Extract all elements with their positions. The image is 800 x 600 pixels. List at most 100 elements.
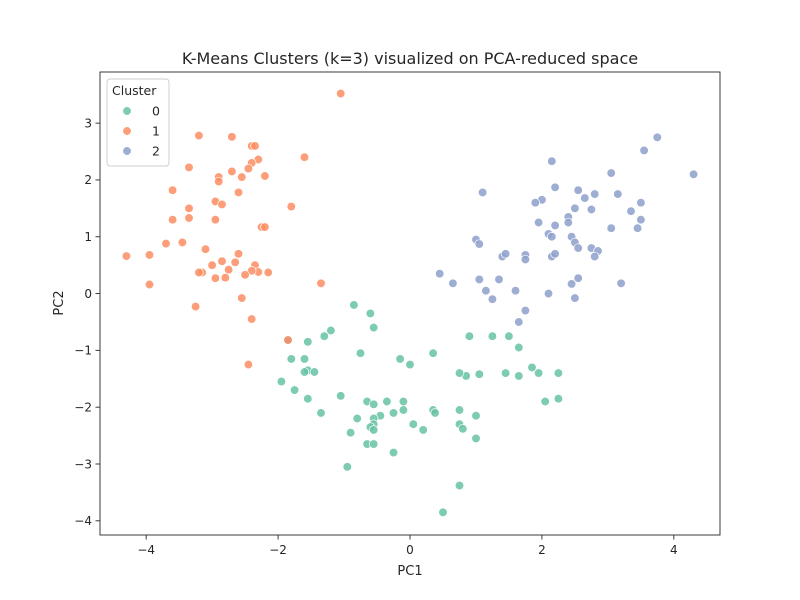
data-point-cluster-0: [471, 411, 481, 421]
data-point-cluster-1: [237, 172, 247, 182]
data-point-cluster-0: [504, 331, 514, 341]
data-point-cluster-0: [388, 408, 399, 418]
data-point-cluster-0: [405, 359, 415, 370]
data-point-cluster-2: [606, 223, 616, 233]
data-point-cluster-2: [613, 189, 623, 199]
data-point-cluster-2: [636, 215, 646, 225]
data-point-cluster-2: [494, 274, 504, 285]
data-point-cluster-1: [283, 335, 293, 345]
y-tick-label: 0: [84, 287, 92, 301]
data-point-cluster-2: [547, 232, 557, 242]
data-point-cluster-1: [121, 251, 132, 261]
data-point-cluster-0: [365, 308, 376, 319]
data-point-cluster-0: [533, 368, 544, 378]
data-point-cluster-0: [458, 424, 468, 434]
chart-title: K-Means Clusters (k=3) visualized on PCA…: [182, 49, 638, 68]
data-point-cluster-0: [514, 342, 524, 353]
data-point-cluster-0: [471, 433, 481, 444]
data-point-cluster-2: [586, 204, 597, 215]
y-tick-label: −4: [74, 514, 92, 528]
data-point-cluster-2: [435, 269, 445, 279]
data-point-cluster-2: [626, 206, 636, 216]
data-point-cluster-1: [286, 201, 296, 212]
data-point-cluster-2: [520, 305, 531, 316]
data-point-cluster-0: [355, 348, 366, 358]
data-point-cluster-0: [382, 396, 392, 407]
data-point-cluster-1: [240, 270, 250, 280]
data-point-cluster-1: [144, 279, 155, 290]
legend-entries: 0 1 2: [122, 104, 160, 159]
y-tick-label: 3: [84, 116, 92, 130]
data-point-cluster-2: [688, 169, 699, 179]
data-point-cluster-1: [237, 293, 247, 303]
data-point-cluster-1: [217, 256, 227, 266]
data-point-cluster-2: [616, 278, 626, 288]
data-point-cluster-0: [319, 331, 329, 341]
data-point-cluster-1: [210, 273, 221, 283]
data-point-cluster-2: [566, 279, 577, 289]
data-point-cluster-0: [464, 331, 475, 341]
legend: Cluster 0 1 2: [106, 78, 170, 167]
data-point-cluster-0: [418, 425, 428, 435]
data-point-cluster-1: [184, 213, 194, 223]
data-point-cluster-0: [553, 368, 564, 378]
data-point-cluster-0: [454, 368, 465, 378]
data-point-cluster-2: [590, 189, 600, 199]
data-point-cluster-0: [398, 396, 409, 407]
data-point-cluster-0: [336, 391, 346, 401]
data-point-cluster-1: [260, 171, 270, 181]
data-point-cluster-1: [243, 359, 254, 370]
data-point-cluster-0: [326, 325, 336, 336]
legend-box: [106, 78, 170, 167]
data-point-cluster-1: [144, 250, 155, 260]
data-point-cluster-2: [632, 223, 643, 233]
data-point-cluster-1: [167, 215, 178, 225]
data-point-cluster-0: [309, 367, 320, 377]
data-point-cluster-2: [530, 198, 540, 208]
y-axis-label: PC2: [52, 290, 67, 315]
data-point-cluster-1: [233, 187, 244, 198]
data-point-cluster-2: [481, 286, 491, 296]
data-point-cluster-0: [454, 480, 465, 491]
data-point-cluster-0: [527, 362, 537, 373]
legend-label-cluster-0: 0: [152, 104, 160, 119]
legend-label-cluster-1: 1: [152, 124, 160, 139]
data-point-cluster-2: [550, 249, 560, 259]
data-point-cluster-2: [543, 288, 554, 299]
y-tick-label: 1: [84, 230, 92, 244]
x-tick-label: 4: [670, 543, 678, 557]
data-point-cluster-0: [408, 419, 418, 429]
data-point-cluster-0: [349, 300, 359, 310]
data-point-cluster-0: [369, 439, 379, 449]
data-point-cluster-1: [227, 132, 237, 142]
y-tick-label: −2: [74, 400, 92, 414]
data-point-cluster-1: [316, 278, 326, 288]
data-point-cluster-0: [388, 447, 399, 458]
legend-label-cluster-2: 2: [152, 144, 160, 159]
data-point-cluster-1: [263, 267, 273, 278]
data-point-cluster-2: [573, 185, 583, 195]
data-point-cluster-2: [606, 168, 616, 178]
data-point-cluster-2: [573, 243, 583, 253]
data-point-cluster-2: [514, 317, 524, 327]
data-point-cluster-2: [570, 203, 580, 213]
data-point-cluster-1: [207, 260, 217, 270]
data-point-cluster-1: [233, 249, 244, 259]
data-point-cluster-0: [369, 425, 379, 435]
data-point-cluster-0: [299, 354, 310, 364]
data-point-cluster-2: [573, 273, 583, 283]
data-point-cluster-2: [550, 220, 560, 231]
data-point-cluster-1: [194, 267, 204, 278]
data-point-cluster-2: [550, 182, 560, 192]
data-point-cluster-2: [533, 217, 544, 228]
data-point-cluster-1: [184, 162, 194, 173]
data-point-cluster-1: [217, 199, 227, 210]
data-point-cluster-0: [303, 337, 313, 347]
data-point-cluster-0: [487, 331, 498, 341]
data-point-cluster-0: [454, 405, 465, 415]
data-point-cluster-1: [161, 238, 171, 249]
data-point-cluster-1: [260, 222, 270, 232]
data-point-cluster-1: [214, 176, 224, 187]
x-tick-label: 0: [406, 543, 414, 557]
